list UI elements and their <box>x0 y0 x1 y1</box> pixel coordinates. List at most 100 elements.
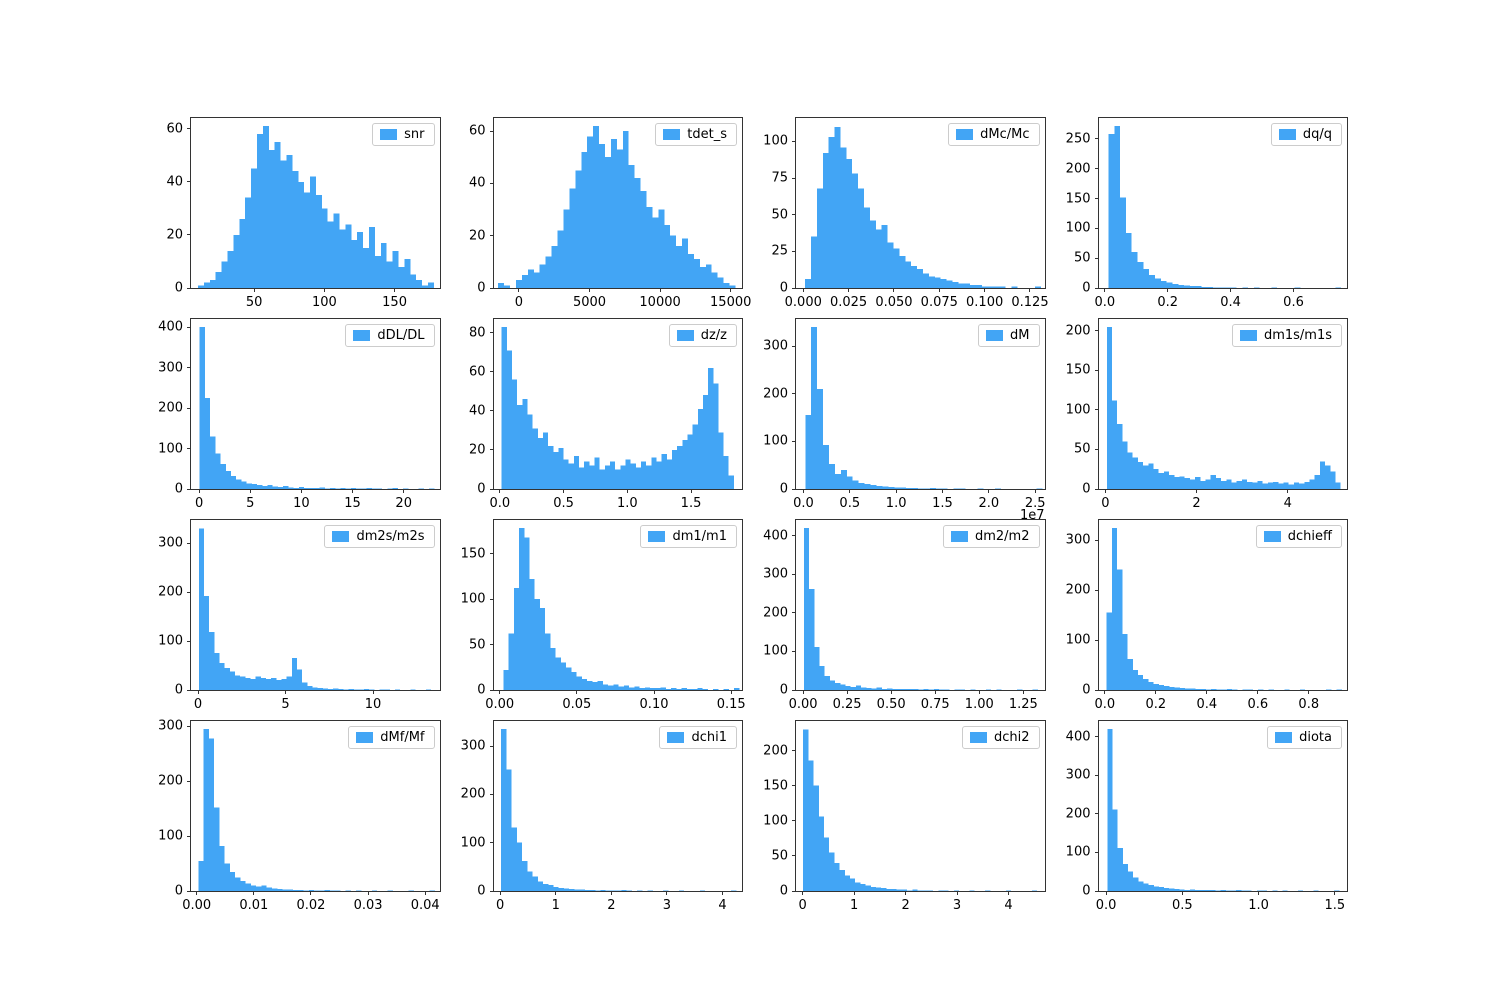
x-tick-label: 0.5 <box>839 496 861 511</box>
y-tick-label: 150 <box>1065 191 1091 207</box>
x-tick-label: 1.25 <box>1008 697 1038 712</box>
y-tick-label: 0 <box>779 682 788 698</box>
y-tick-label: 200 <box>158 584 183 600</box>
y-tick-mark <box>489 488 494 490</box>
x-tick-mark <box>563 489 565 493</box>
x-tick-label: 0.000 <box>784 295 822 310</box>
y-tick-label: 75 <box>771 170 788 186</box>
x-tick-label: 2 <box>901 898 910 913</box>
y-tick-label: 0 <box>477 481 486 497</box>
y-tick-mark <box>792 345 796 347</box>
y-tick-label: 80 <box>468 325 486 341</box>
y-tick-label: 0 <box>1082 883 1091 899</box>
x-tick-label: 5000 <box>572 295 607 310</box>
x-tick-mark <box>984 288 986 292</box>
legend-swatch <box>648 531 666 542</box>
y-tick-label: 0 <box>1082 481 1091 497</box>
x-tick-mark <box>285 690 286 694</box>
x-tick-mark <box>802 690 804 694</box>
x-tick-mark <box>848 288 850 292</box>
histogram-bars <box>803 528 1038 690</box>
subplot-dm1s-m1s: dm1s/m1s 0 2 4 0 50 100 150 200 <box>1066 318 1348 511</box>
y-tick-label: 0 <box>477 682 486 698</box>
legend: dDL/DL <box>345 324 435 347</box>
x-tick-mark <box>890 690 892 694</box>
y-tick-label: 20 <box>166 227 183 243</box>
x-tick-label: 0.01 <box>239 898 269 913</box>
x-tick-label: 0.5 <box>1172 898 1193 913</box>
x-tick-label: 1 <box>551 898 560 913</box>
x-tick-mark <box>249 489 251 493</box>
x-tick-label: 2 <box>1192 496 1201 511</box>
y-tick-label: 400 <box>1065 729 1091 745</box>
y-tick-label: 100 <box>763 813 788 829</box>
x-tick-mark <box>1104 489 1106 493</box>
x-tick-label: 0.0 <box>1094 697 1116 712</box>
x-tick-mark <box>666 891 668 895</box>
y-tick-mark <box>792 650 796 652</box>
x-tick-mark <box>934 690 936 694</box>
y-tick-label: 50 <box>468 637 486 653</box>
y-tick-label: 0 <box>174 481 183 497</box>
y-tick-label: 0 <box>174 280 183 296</box>
x-tick-mark <box>730 690 732 694</box>
y-tick-mark <box>187 287 191 289</box>
y-tick-label: 0 <box>779 883 788 899</box>
subplot-dchi2: dchi2 0 1 2 3 4 0 50 100 150 200 <box>763 720 1046 913</box>
x-tick-mark <box>1155 690 1157 694</box>
x-tick-label: 0.0 <box>1095 898 1117 913</box>
x-tick-mark <box>1034 489 1036 493</box>
legend-swatch <box>353 330 371 341</box>
subplot-dmc-mc: dMc/Mc 0.000 0.025 0.050 0.075 0.100 0.125 0 25… <box>763 117 1049 310</box>
legend-swatch <box>956 129 974 140</box>
y-tick-label: 60 <box>166 121 183 137</box>
y-tick-mark <box>489 842 494 844</box>
y-tick-mark <box>792 250 796 252</box>
legend: dz/z <box>668 324 737 347</box>
y-tick-mark <box>792 820 796 822</box>
y-tick-label: 100 <box>158 828 183 844</box>
x-tick-mark <box>499 891 501 895</box>
x-tick-mark <box>253 288 255 292</box>
x-tick-label: 150 <box>382 295 407 310</box>
y-tick-mark <box>187 326 191 328</box>
y-tick-mark <box>1094 257 1099 259</box>
x-tick-mark <box>499 489 501 493</box>
x-tick-mark <box>653 690 655 694</box>
x-tick-label: 0.6 <box>1247 697 1269 712</box>
x-tick-mark <box>978 690 980 694</box>
y-tick-label: 100 <box>763 133 788 149</box>
y-tick-label: 100 <box>460 835 486 851</box>
x-tick-mark <box>1230 288 1232 292</box>
y-tick-label: 40 <box>468 175 486 191</box>
legend-label: dMc/Mc <box>980 127 1030 142</box>
legend-label: snr <box>404 127 425 142</box>
subplot-dm1-m1: dm1/m1 0.00 0.05 0.10 0.15 0 50 100 150 <box>461 519 746 712</box>
histogram-bars <box>805 126 1041 288</box>
x-tick-mark <box>895 489 897 493</box>
y-tick-label: 40 <box>468 403 486 419</box>
y-tick-mark <box>187 780 191 782</box>
x-tick-mark <box>1022 690 1024 694</box>
legend-swatch <box>332 531 350 542</box>
x-tick-label: 0.075 <box>920 295 958 310</box>
y-tick-mark <box>187 542 191 544</box>
y-tick-label: 20 <box>468 442 486 458</box>
x-tick-label: 0 <box>195 496 204 511</box>
legend-label: dM <box>1010 328 1030 343</box>
x-tick-mark <box>1181 891 1183 895</box>
histogram-bars <box>500 729 736 891</box>
subplot-dchi1: dchi1 0 1 2 3 4 0 100 200 300 <box>461 720 743 913</box>
x-tick-label: 0.125 <box>1011 295 1049 310</box>
x-tick-label: 2.0 <box>978 496 1000 511</box>
x-tick-mark <box>196 891 198 895</box>
y-tick-mark <box>792 177 796 179</box>
legend-label: tdet_s <box>687 127 727 142</box>
y-tick-label: 100 <box>1065 402 1091 418</box>
y-tick-mark <box>1094 287 1099 289</box>
legend-label: dq/q <box>1302 127 1332 142</box>
x-tick-label: 0.5 <box>553 496 574 511</box>
x-tick-mark <box>988 489 990 493</box>
x-tick-mark <box>300 489 302 493</box>
y-tick-mark <box>792 140 796 142</box>
